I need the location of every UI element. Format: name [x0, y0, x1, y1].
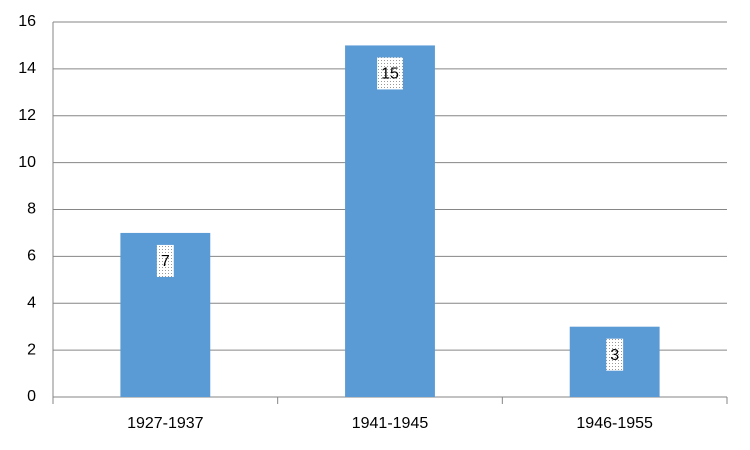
y-tick-label: 16 — [18, 13, 36, 30]
y-tick-label: 14 — [18, 60, 36, 77]
data-label: 3 — [610, 347, 619, 364]
y-tick-label: 0 — [27, 388, 36, 405]
bar — [345, 45, 435, 397]
y-tick-label: 8 — [27, 201, 36, 218]
x-tick-label: 1927-1937 — [127, 415, 204, 432]
data-label-box — [377, 57, 403, 90]
data-label-box — [606, 338, 624, 371]
x-tick-label: 1941-1945 — [352, 415, 429, 432]
y-tick-label: 12 — [18, 107, 36, 124]
y-tick-label: 4 — [27, 294, 36, 311]
y-tick-label: 2 — [27, 341, 36, 358]
y-tick-label: 10 — [18, 154, 36, 171]
x-tick-label: 1946-1955 — [576, 415, 653, 432]
data-label-box — [156, 244, 174, 277]
data-label: 15 — [381, 66, 399, 83]
data-label: 7 — [161, 253, 170, 270]
y-tick-label: 6 — [27, 248, 36, 265]
